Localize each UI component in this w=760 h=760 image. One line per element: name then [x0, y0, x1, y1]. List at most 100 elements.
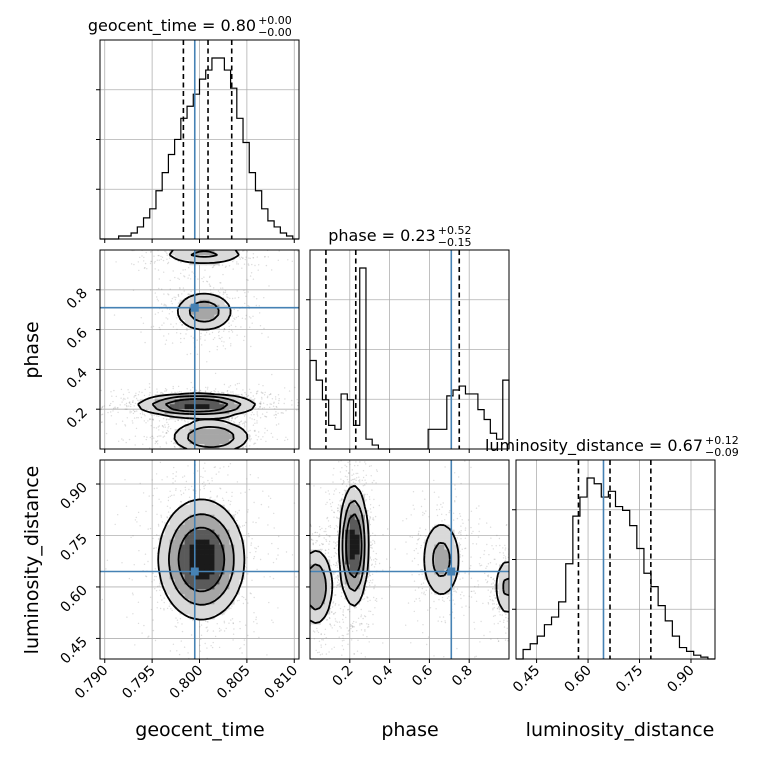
- sample-point: [245, 396, 247, 398]
- sample-point: [235, 325, 237, 328]
- sample-point: [142, 322, 145, 324]
- sample-point: [339, 500, 341, 502]
- density-cell: [169, 529, 175, 535]
- sample-point: [306, 623, 307, 624]
- sample-point: [177, 391, 179, 393]
- sample-point: [230, 345, 232, 347]
- sample-point: [214, 337, 216, 339]
- sample-point: [167, 262, 169, 265]
- sample-point: [354, 454, 355, 455]
- sample-point: [376, 558, 378, 561]
- sample-point: [207, 462, 208, 463]
- density-cell: [224, 514, 230, 520]
- grid: [310, 250, 509, 449]
- density-cell: [179, 604, 185, 610]
- sample-point: [259, 407, 261, 409]
- sample-point: [321, 669, 322, 670]
- sample-point: [318, 535, 321, 538]
- sample-point: [209, 248, 210, 249]
- density-cell: [219, 524, 225, 530]
- sample-point: [367, 576, 370, 578]
- density-cell: [199, 499, 205, 506]
- sample-point: [158, 415, 160, 417]
- density-cell: [234, 564, 240, 570]
- density-cell: [164, 554, 170, 560]
- histogram-step-geocent-time: [100, 57, 299, 240]
- sample-point: [158, 525, 160, 527]
- sample-point: [135, 392, 137, 394]
- sample-point: [268, 285, 270, 287]
- sample-point: [371, 563, 373, 565]
- sample-point: [345, 616, 347, 619]
- sample-point: [219, 467, 221, 469]
- sample-point: [301, 403, 302, 404]
- sample-point: [349, 611, 351, 613]
- sample-point: [101, 406, 104, 408]
- density-cell: [214, 409, 220, 415]
- density-cell: [214, 549, 220, 555]
- sample-point: [356, 630, 358, 632]
- sample-point: [121, 420, 124, 422]
- sample-point: [303, 611, 304, 612]
- sample-point: [247, 533, 250, 535]
- sample-point: [307, 575, 308, 576]
- density-cell: [189, 589, 195, 595]
- density-cell: [184, 444, 190, 449]
- sample-point: [169, 248, 170, 249]
- sample-point: [208, 240, 209, 241]
- sample-point: [148, 495, 150, 497]
- density-cell: [194, 504, 200, 511]
- sample-point: [145, 575, 148, 578]
- sample-point: [183, 463, 184, 464]
- sample-point: [257, 436, 260, 438]
- density-cell: [239, 544, 245, 550]
- density-cell: [214, 250, 220, 256]
- sample-point: [222, 345, 224, 347]
- density-cell: [234, 439, 240, 445]
- density-cell: [249, 404, 255, 410]
- sample-point: [155, 663, 156, 664]
- sample-point: [306, 621, 307, 622]
- density-cell: [209, 589, 215, 595]
- sample-point: [304, 568, 305, 569]
- sample-point: [303, 618, 304, 619]
- sample-point: [240, 420, 243, 422]
- sample-point: [207, 386, 209, 388]
- sample-point: [206, 281, 209, 283]
- sample-point: [134, 519, 137, 521]
- sample-point: [250, 414, 252, 416]
- sample-point: [128, 391, 130, 394]
- density-cell: [219, 509, 225, 516]
- density-cell: [234, 544, 240, 550]
- sample-point: [318, 533, 321, 535]
- sample-point: [227, 392, 229, 395]
- sample-point: [210, 243, 211, 244]
- sample-point: [121, 438, 123, 440]
- sample-point: [358, 480, 360, 482]
- sample-point: [258, 517, 260, 519]
- density-cell: [234, 409, 240, 415]
- sample-point: [222, 392, 225, 394]
- sample-point: [197, 278, 199, 280]
- density-cell: [204, 549, 210, 555]
- sample-point: [174, 243, 175, 244]
- sample-point: [308, 630, 309, 631]
- sample-point: [303, 397, 304, 398]
- sample-point: [255, 304, 257, 307]
- sample-point: [372, 623, 374, 625]
- sample-point: [185, 245, 186, 246]
- sample-point: [128, 402, 130, 404]
- sample-point: [179, 391, 181, 393]
- sample-point: [221, 264, 224, 266]
- sample-point: [336, 516, 338, 518]
- sample-point: [325, 491, 327, 493]
- density-cell: [189, 534, 195, 540]
- sample-point: [119, 404, 121, 406]
- density-cell: [214, 254, 220, 261]
- sample-point: [151, 505, 154, 507]
- sample-point: [134, 435, 137, 437]
- density-cell: [189, 524, 195, 530]
- sample-point: [266, 654, 268, 656]
- sample-point: [369, 599, 371, 602]
- sample-point: [333, 467, 335, 470]
